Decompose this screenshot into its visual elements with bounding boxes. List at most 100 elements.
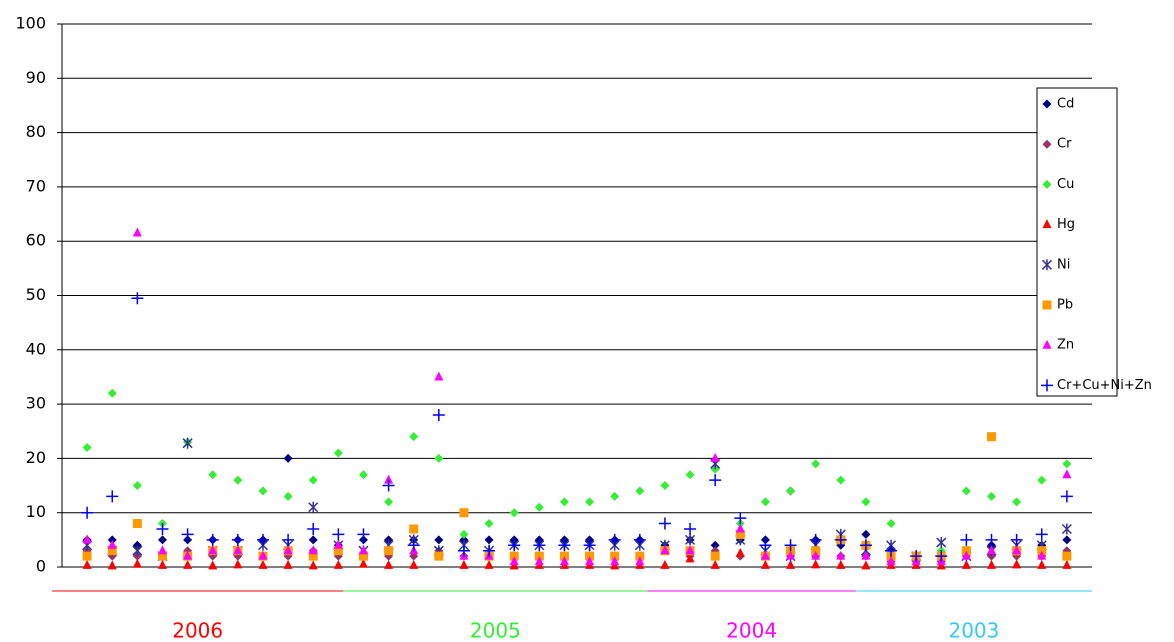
- point: [308, 501, 319, 513]
- point: [256, 533, 269, 546]
- legend-marker: [1042, 139, 1052, 149]
- legend-marker: [1042, 219, 1052, 229]
- point: [585, 556, 595, 566]
- point: [836, 475, 846, 485]
- point: [558, 539, 571, 552]
- point: [107, 539, 117, 549]
- point: [382, 479, 395, 492]
- point: [434, 371, 444, 381]
- point: [760, 559, 770, 569]
- point: [559, 497, 569, 507]
- point: [434, 453, 444, 463]
- point: [811, 459, 821, 469]
- point: [985, 533, 998, 546]
- point: [434, 535, 444, 545]
- point: [635, 486, 645, 496]
- series: [82, 388, 1072, 561]
- point: [861, 529, 871, 539]
- y-tick-label: 100: [15, 14, 46, 33]
- point: [534, 502, 544, 512]
- point: [409, 432, 419, 442]
- point: [82, 534, 92, 544]
- point: [809, 533, 822, 546]
- point: [559, 556, 569, 566]
- point: [1062, 535, 1072, 545]
- point: [961, 559, 971, 569]
- point: [483, 544, 496, 557]
- point: [132, 545, 143, 557]
- series: [82, 432, 1072, 561]
- point: [1062, 469, 1072, 479]
- point: [409, 559, 419, 569]
- point: [181, 528, 194, 541]
- point: [1037, 559, 1047, 569]
- point: [283, 491, 293, 501]
- legend-marker: [1042, 300, 1052, 310]
- point: [710, 452, 720, 462]
- point: [308, 475, 318, 485]
- point: [1010, 533, 1023, 546]
- legend-label: Ni: [1057, 257, 1070, 272]
- y-tick-label: 50: [26, 285, 46, 304]
- point: [409, 524, 419, 534]
- point: [509, 508, 519, 518]
- point: [407, 539, 420, 552]
- point: [208, 470, 218, 480]
- legend-label: Pb: [1057, 298, 1073, 313]
- point: [106, 490, 119, 503]
- point: [759, 539, 772, 552]
- point: [1037, 475, 1047, 485]
- point: [258, 559, 268, 569]
- point: [384, 474, 394, 484]
- point: [131, 292, 144, 305]
- point: [961, 486, 971, 496]
- point: [208, 545, 218, 555]
- point: [357, 528, 370, 541]
- legend-box: [1036, 87, 1118, 397]
- point: [836, 550, 846, 560]
- point: [283, 559, 293, 569]
- series: [82, 547, 1072, 570]
- point: [358, 545, 368, 555]
- y-tick-label: 30: [26, 394, 46, 413]
- point: [660, 481, 670, 491]
- point: [384, 546, 394, 556]
- series: [82, 453, 1072, 561]
- y-tick-label: 10: [26, 502, 46, 521]
- point: [81, 506, 94, 519]
- point: [987, 432, 997, 442]
- period-label: 2005: [470, 619, 521, 642]
- legend-label: Cr: [1057, 137, 1072, 152]
- point: [107, 388, 117, 398]
- point: [132, 481, 142, 491]
- point: [233, 559, 243, 569]
- y-tick-label: 0: [36, 557, 46, 576]
- point: [709, 474, 722, 487]
- point: [861, 560, 871, 570]
- point: [233, 475, 243, 485]
- series: [82, 546, 1072, 567]
- point: [760, 497, 770, 507]
- point: [432, 408, 445, 421]
- point: [1037, 550, 1047, 560]
- point: [82, 551, 92, 561]
- y-tick-label: 70: [26, 176, 46, 195]
- point: [658, 517, 671, 530]
- period-label: 2003: [948, 619, 999, 642]
- point: [635, 556, 645, 566]
- point: [987, 545, 997, 555]
- point: [358, 558, 368, 568]
- series: [82, 227, 1072, 566]
- series: [81, 292, 1073, 563]
- point: [710, 540, 720, 550]
- legend-label: Zn: [1057, 338, 1074, 353]
- point: [786, 550, 796, 560]
- point: [533, 539, 546, 552]
- point: [231, 533, 244, 546]
- point: [283, 545, 293, 555]
- point: [358, 470, 368, 480]
- y-tick-label: 20: [26, 448, 46, 467]
- point: [885, 544, 898, 557]
- point: [811, 550, 821, 560]
- legend-label: Hg: [1057, 217, 1075, 232]
